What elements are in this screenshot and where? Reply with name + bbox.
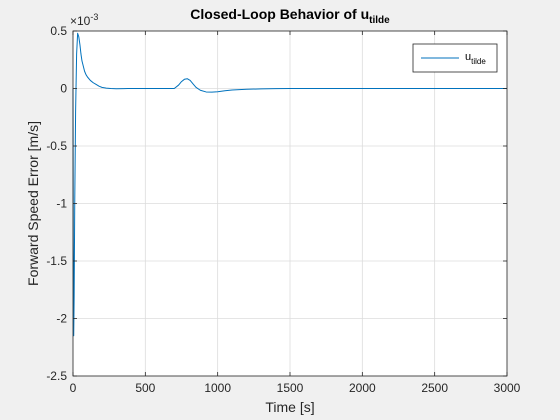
y-tick-label: 0.5 [50,24,67,38]
ticks-layer: 0 500 1000 1500 2000 2500 3000 0.5 0 -0.5 -1 -1.5 -2… [46,24,520,395]
series-line [72,32,507,337]
chart-title: Closed-Loop Behavior of utilde [190,6,390,26]
y-axis-label: Forward Speed Error [m/s] [25,121,41,286]
y-tick-label: -2 [56,312,67,326]
legend-label: utilde [465,51,486,66]
x-tick-label: 1500 [277,381,304,395]
y-tick-label: -1.5 [46,254,67,268]
y-tick-label: -2.5 [46,369,67,383]
x-tick-label: 3000 [494,381,521,395]
x-tick-label: 0 [70,381,77,395]
x-axis-label: Time [s] [265,399,314,415]
y-axis-exponent: ×10-3 [70,12,98,28]
x-tick-label: 500 [135,381,155,395]
y-tick-label: 0 [60,82,67,96]
series-layer [72,32,507,337]
y-tick-label: -0.5 [46,139,67,153]
x-tick-label: 1000 [204,381,231,395]
x-tick-label: 2500 [421,381,448,395]
legend: utilde [412,43,498,73]
x-tick-label: 2000 [349,381,376,395]
y-tick-label: -1 [56,197,67,211]
